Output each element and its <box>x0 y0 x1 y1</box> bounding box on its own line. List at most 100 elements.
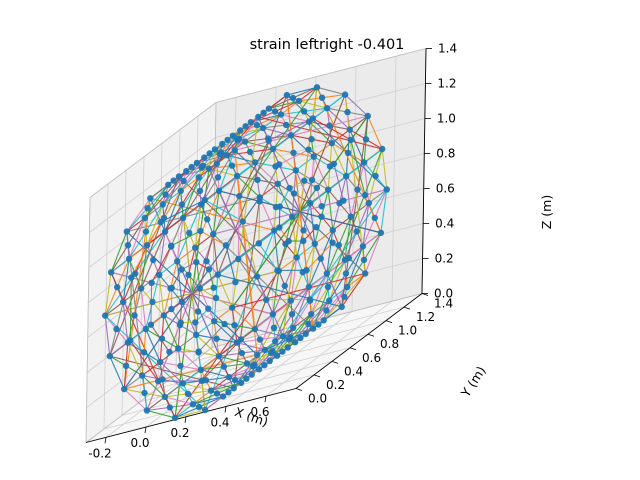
mesh-node-point <box>179 380 187 387</box>
mesh-edge-ring <box>195 334 220 357</box>
mesh-node-point <box>192 244 199 251</box>
mesh-edge-axial <box>292 313 312 329</box>
mesh-node-point <box>196 285 203 292</box>
mesh-edge-ring <box>273 230 280 271</box>
mesh-edge-ring <box>104 272 112 316</box>
chart-title: strain leftright -0.401 <box>250 37 405 53</box>
mesh-edge-face <box>242 221 258 277</box>
mesh-node-point <box>259 124 267 132</box>
mesh-node-point <box>289 213 296 220</box>
y-tick-label: 1.0 <box>398 324 417 338</box>
mesh-edge-face <box>171 269 183 289</box>
mesh-node-point <box>197 201 205 208</box>
mesh-node-point <box>255 113 262 121</box>
mesh-node-point <box>243 375 250 382</box>
mesh-node-point <box>285 336 293 343</box>
mesh-edge-face <box>234 150 256 330</box>
mesh-node-point <box>326 163 334 170</box>
mesh-edge-face <box>198 323 225 352</box>
mesh-node-point <box>291 339 299 346</box>
mesh-edge-ring <box>380 189 388 233</box>
mesh-edge-ring <box>246 355 278 365</box>
mesh-edge-face <box>212 86 318 235</box>
mesh-edge-ring <box>327 189 334 231</box>
mesh-edge-face <box>129 340 159 382</box>
mesh-node-point <box>300 237 307 245</box>
mesh-edge-axial <box>368 189 388 204</box>
mesh-node-point <box>142 325 149 333</box>
mesh-edge-face <box>254 232 382 330</box>
mesh-node-point <box>162 191 169 198</box>
mesh-node-point <box>265 105 273 112</box>
tick-labels: -0.20.00.20.40.60.00.20.40.60.81.01.21.4… <box>88 42 457 461</box>
mesh-node-point <box>198 164 205 171</box>
mesh-edge-face <box>236 175 258 355</box>
x-tick <box>264 396 267 403</box>
mesh-edge-ring <box>182 382 212 392</box>
mesh-node-point <box>168 243 175 250</box>
mesh-edge-ring <box>282 328 314 337</box>
mesh-node-point <box>254 351 261 359</box>
mesh-node-point <box>344 283 351 291</box>
mesh-node-point <box>313 224 320 231</box>
mesh-edge-ring <box>326 107 351 131</box>
mesh-edge-ring <box>341 273 366 308</box>
z-tick-label: 0.6 <box>436 182 455 196</box>
mesh-node-point <box>203 258 210 265</box>
mesh-node-point <box>271 227 278 234</box>
mesh-node-point <box>150 256 157 264</box>
mesh-node-point <box>359 243 367 250</box>
x-tick-label: 0.0 <box>130 436 149 450</box>
mesh-node-point <box>241 138 249 145</box>
z-tick-label: 0.2 <box>435 252 454 266</box>
mesh-edge-face <box>237 258 267 301</box>
mesh-node-point <box>255 240 263 247</box>
mesh-edge-ring <box>198 143 223 178</box>
mesh-edge-ring <box>181 301 197 336</box>
mesh-node-point <box>114 284 121 291</box>
pane-edge <box>215 48 427 103</box>
mesh-edge-face <box>278 149 309 165</box>
mesh-edge-face <box>309 257 350 300</box>
mesh-node-point <box>178 266 185 273</box>
mesh-edge-face <box>150 197 275 231</box>
mesh-node-point <box>273 352 281 359</box>
mesh-edge-ring <box>298 100 328 109</box>
mesh-node-point <box>286 184 293 192</box>
mesh-edge-axial <box>349 115 369 131</box>
mesh-edge-axial <box>174 403 194 419</box>
y-tick <box>295 388 303 391</box>
mesh-node-point <box>345 254 353 262</box>
mesh-edge-axial <box>144 204 164 219</box>
x-tick-label: 0.2 <box>170 426 189 440</box>
mesh-edge-ring <box>162 170 187 205</box>
mesh-node-point <box>246 148 254 156</box>
mesh-edge-ring <box>367 115 383 150</box>
mesh-edge-axial <box>192 390 212 405</box>
mesh-edge-axial <box>213 307 233 322</box>
mesh-edge-axial <box>123 375 143 390</box>
mesh-node-point <box>195 349 202 356</box>
mesh-node-point <box>178 298 185 305</box>
mesh-node-point <box>216 150 223 158</box>
mesh-edge-ring <box>290 134 315 158</box>
mesh-node-point <box>197 227 204 235</box>
mesh-node-point <box>106 352 114 360</box>
mesh-node-point <box>237 379 245 387</box>
mesh-node-point <box>317 255 324 262</box>
mesh-edge-axial <box>298 86 318 102</box>
mesh-node-point <box>188 163 195 171</box>
mesh-node-point <box>318 94 326 101</box>
mesh-node-point <box>302 330 309 338</box>
x-axis-line <box>85 388 297 443</box>
mesh-edge-face <box>104 168 210 316</box>
mesh-node-point <box>279 333 287 340</box>
mesh-node-point <box>383 186 390 193</box>
mesh-node-point <box>287 132 295 139</box>
mesh-node-point <box>143 242 151 249</box>
mesh-node-point <box>347 213 354 220</box>
mesh-edge-ring <box>236 342 266 351</box>
mesh-node-point <box>253 121 261 129</box>
mesh-edge-face <box>312 117 352 141</box>
mesh-node-point <box>196 187 204 195</box>
